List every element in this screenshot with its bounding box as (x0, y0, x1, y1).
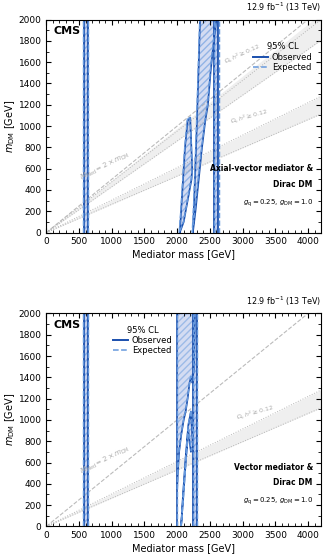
Text: CMS: CMS (53, 26, 80, 36)
Legend: Observed, Expected: Observed, Expected (111, 324, 174, 357)
Text: $\Omega_{\rm c}\, h^2 \geq 0.12$: $\Omega_{\rm c}\, h^2 \geq 0.12$ (223, 42, 262, 67)
Polygon shape (193, 20, 216, 232)
Text: 12.9 fb$^{-1}$ (13 TeV): 12.9 fb$^{-1}$ (13 TeV) (246, 295, 321, 308)
Text: Axial-vector mediator &: Axial-vector mediator & (210, 165, 313, 174)
Text: Dirac DM: Dirac DM (273, 180, 313, 189)
Text: $\Omega_{\rm c}\, h^2 \geq 0.12$: $\Omega_{\rm c}\, h^2 \geq 0.12$ (229, 107, 269, 127)
Text: CMS: CMS (53, 320, 80, 330)
Text: $g_{\rm q} = 0.25,\, g_{\rm DM} = 1.0$: $g_{\rm q} = 0.25,\, g_{\rm DM} = 1.0$ (243, 496, 313, 507)
Text: $M_{\rm Med} = 2 \times m_{\rm DM}$: $M_{\rm Med} = 2 \times m_{\rm DM}$ (78, 150, 132, 183)
Y-axis label: $m_{\rm DM}$ [GeV]: $m_{\rm DM}$ [GeV] (3, 100, 17, 153)
Text: $\Omega_{\rm c}\, h^2 \geq 0.12$: $\Omega_{\rm c}\, h^2 \geq 0.12$ (236, 403, 276, 423)
Text: $g_{\rm q} = 0.25,\, g_{\rm DM} = 1.0$: $g_{\rm q} = 0.25,\, g_{\rm DM} = 1.0$ (243, 198, 313, 209)
Text: $M_{\rm Med} = 2 \times m_{\rm DM}$: $M_{\rm Med} = 2 \times m_{\rm DM}$ (78, 444, 132, 477)
Legend: Observed, Expected: Observed, Expected (251, 41, 314, 73)
Polygon shape (180, 118, 192, 232)
Polygon shape (181, 412, 193, 526)
Text: Vector mediator &: Vector mediator & (234, 463, 313, 472)
Y-axis label: $m_{\rm DM}$ [GeV]: $m_{\rm DM}$ [GeV] (3, 393, 17, 446)
Text: 12.9 fb$^{-1}$ (13 TeV): 12.9 fb$^{-1}$ (13 TeV) (246, 1, 321, 14)
X-axis label: Mediator mass [GeV]: Mediator mass [GeV] (132, 249, 235, 259)
X-axis label: Mediator mass [GeV]: Mediator mass [GeV] (132, 543, 235, 553)
Text: Dirac DM: Dirac DM (273, 478, 313, 488)
